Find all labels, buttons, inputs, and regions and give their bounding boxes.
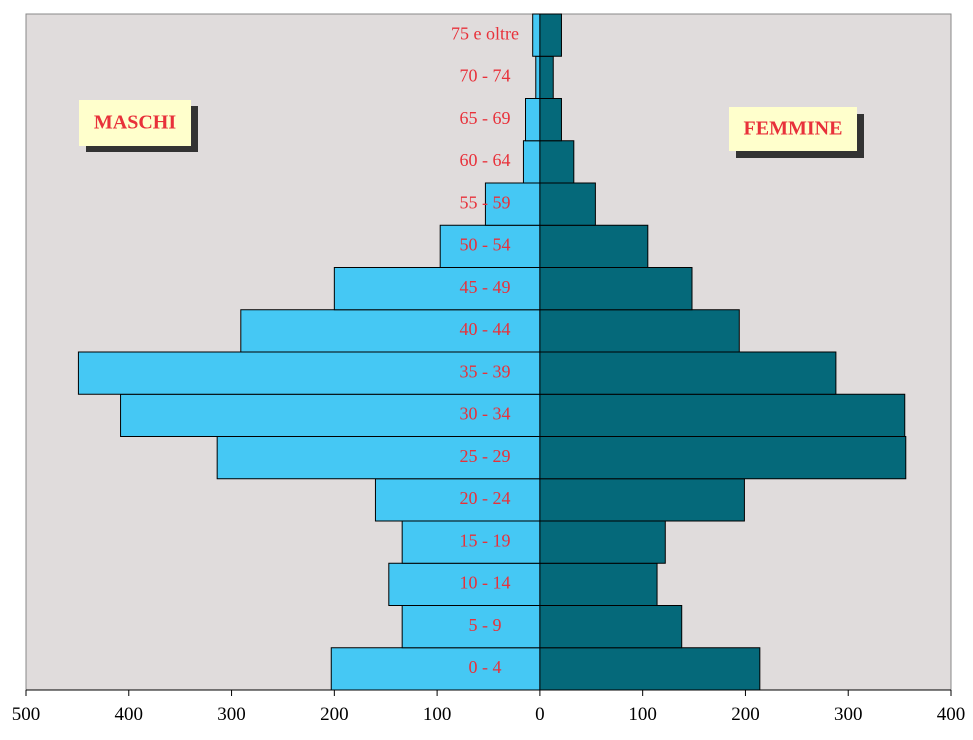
- bar-maschi-2: [388, 562, 541, 606]
- bar-femmine-13: [539, 98, 562, 142]
- bar-maschi-5: [216, 436, 541, 480]
- bar-maschi-8: [240, 309, 541, 353]
- bar-maschi-4: [374, 478, 541, 522]
- legend-maschi-label: MASCHI: [94, 112, 176, 134]
- bar-maschi-14: [535, 55, 541, 99]
- x-axis: 500 400 300 200 100 0 100 200 300 400: [12, 689, 966, 725]
- age-label-3: 15 - 19: [460, 530, 511, 550]
- bar-maschi-12: [522, 140, 541, 184]
- x-tick-label-7: 200: [731, 704, 760, 725]
- bar-femmine-5: [539, 436, 907, 480]
- age-label-2: 10 - 14: [460, 573, 511, 593]
- age-label-10: 50 - 54: [460, 235, 511, 255]
- age-label-4: 20 - 24: [460, 488, 511, 508]
- bar-femmine-1: [539, 605, 683, 649]
- bar-femmine-11: [539, 182, 596, 226]
- legend-layer: MASCHI FEMMINE: [79, 100, 864, 158]
- bar-femmine-8: [539, 309, 740, 353]
- bar-maschi-15: [532, 13, 541, 57]
- x-tick-label-5: 0: [535, 704, 545, 725]
- bar-femmine-7: [539, 351, 837, 395]
- bar-maschi-13: [525, 98, 541, 142]
- age-label-15: 75 e oltre: [451, 23, 519, 43]
- bar-femmine-4: [539, 478, 745, 522]
- bar-maschi-7: [77, 351, 541, 395]
- x-tick-label-1: 400: [115, 704, 144, 725]
- x-tick-label-0: 500: [12, 704, 41, 725]
- x-tick-label-3: 200: [320, 704, 349, 725]
- age-label-0: 0 - 4: [469, 657, 502, 677]
- bar-femmine-10: [539, 224, 649, 268]
- x-tick-label-6: 100: [628, 704, 657, 725]
- x-tick-label-2: 300: [217, 704, 246, 725]
- age-label-13: 65 - 69: [460, 108, 511, 128]
- x-tick-label-4: 100: [423, 704, 452, 725]
- bar-femmine-12: [539, 140, 575, 184]
- bar-maschi-9: [333, 267, 541, 311]
- bar-femmine-14: [539, 55, 554, 99]
- age-label-5: 25 - 29: [460, 446, 511, 466]
- bar-femmine-6: [539, 393, 906, 437]
- age-label-1: 5 - 9: [469, 615, 502, 635]
- legend-femmine-label: FEMMINE: [744, 118, 843, 140]
- bar-maschi-1: [401, 605, 541, 649]
- bar-maschi-0: [330, 647, 541, 691]
- bar-femmine-3: [539, 520, 666, 564]
- bar-maschi-3: [401, 520, 541, 564]
- bar-femmine-9: [539, 267, 693, 311]
- age-label-14: 70 - 74: [460, 66, 511, 86]
- age-label-6: 30 - 34: [460, 404, 511, 424]
- age-labels-layer: 0 - 4 5 - 9 10 - 14 15 - 19 20 - 24 25 - 29 30…: [451, 23, 519, 677]
- x-tick-label-9: 400: [937, 704, 966, 725]
- legend-femmine-box: [729, 107, 857, 151]
- age-label-12: 60 - 64: [460, 150, 511, 170]
- age-label-9: 45 - 49: [460, 277, 511, 297]
- x-tick-label-8: 300: [834, 704, 863, 725]
- age-label-11: 55 - 59: [460, 192, 511, 212]
- bar-femmine-15: [539, 13, 562, 57]
- age-label-7: 35 - 39: [460, 361, 511, 381]
- bar-femmine-0: [539, 647, 761, 691]
- bar-femmine-2: [539, 562, 658, 606]
- bars-layer: [77, 13, 907, 691]
- age-label-8: 40 - 44: [460, 319, 511, 339]
- legend-maschi-box: [79, 100, 191, 146]
